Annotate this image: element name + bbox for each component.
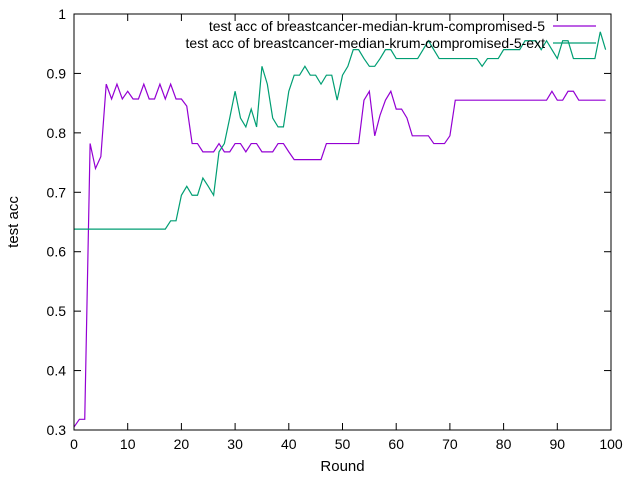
x-tick-label: 40 — [281, 436, 297, 452]
x-axis-label: Round — [320, 458, 364, 475]
x-tick-label: 10 — [120, 436, 136, 452]
y-axis-label: test acc — [5, 196, 22, 248]
y-tick-label: 0.3 — [47, 422, 67, 438]
x-axis-ticks: 0 10 20 30 40 50 60 70 80 90 100 — [70, 14, 623, 452]
y-tick-label: 1 — [58, 6, 66, 22]
series-line-1 — [73, 82, 606, 428]
x-tick-label: 0 — [70, 436, 78, 452]
x-tick-label: 60 — [388, 436, 404, 452]
legend-entry-label: test acc of breastcancer-median-krum-com… — [209, 18, 545, 34]
x-tick-label: 20 — [174, 436, 190, 452]
y-tick-label: 0.7 — [47, 184, 67, 200]
legend: test acc of breastcancer-median-krum-com… — [186, 18, 596, 51]
x-tick-label: 70 — [442, 436, 458, 452]
y-tick-label: 0.6 — [47, 244, 67, 260]
x-tick-label: 50 — [335, 436, 351, 452]
x-tick-label: 80 — [496, 436, 512, 452]
y-tick-label: 0.5 — [47, 303, 67, 319]
x-tick-label: 90 — [550, 436, 566, 452]
x-tick-label: 100 — [599, 436, 623, 452]
y-tick-label: 0.8 — [47, 125, 67, 141]
x-tick-label: 30 — [227, 436, 243, 452]
legend-entry-label: test acc of breastcancer-median-krum-com… — [186, 35, 546, 51]
series-line-2 — [74, 31, 607, 230]
y-tick-label: 0.9 — [47, 65, 67, 81]
series-layer — [73, 31, 607, 428]
y-tick-label: 0.4 — [47, 363, 67, 379]
y-axis-ticks: 0.3 0.4 0.5 0.6 0.7 0.8 0.9 1 — [47, 6, 611, 438]
